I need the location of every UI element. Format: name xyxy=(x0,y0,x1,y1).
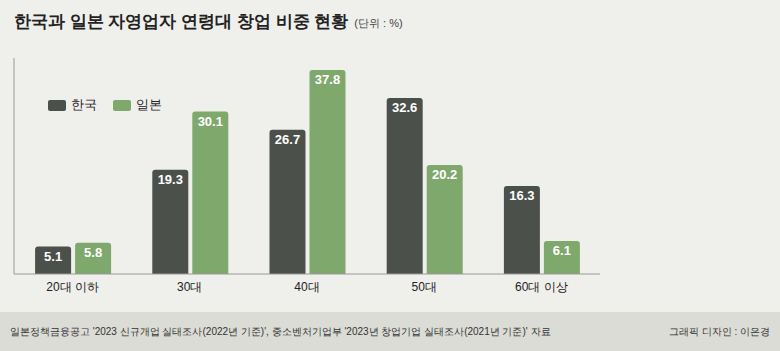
svg-text:19.3: 19.3 xyxy=(158,172,183,187)
svg-text:20.2: 20.2 xyxy=(432,167,457,182)
svg-text:6.1: 6.1 xyxy=(553,243,571,258)
html-text:한국과 일본 자영업자 연령대 창업 비중 현황 (단위 :: 한국과 일본 자영업자 연령대 창업 비중 현황 (단위 : %) xyxy=(14,12,403,31)
svg-text:5.1: 5.1 xyxy=(44,249,62,264)
html-text:일본: 일본 xyxy=(136,97,162,112)
svg-text:30대: 30대 xyxy=(177,280,202,294)
svg-text:26.7: 26.7 xyxy=(275,132,300,147)
svg-text:60대 이상: 60대 이상 xyxy=(515,280,568,294)
svg-text:50대: 50대 xyxy=(412,280,437,294)
svg-text:37.8: 37.8 xyxy=(315,72,340,87)
html-text:그래픽 디자인 : 이은경: 그래픽 디자인 : 이은경 xyxy=(668,325,770,337)
svg-text:30.1: 30.1 xyxy=(198,114,223,129)
html-text:한국: 한국 xyxy=(71,97,97,112)
svg-text:5.8: 5.8 xyxy=(84,245,102,260)
svg-text:20대 이하: 20대 이하 xyxy=(46,280,99,294)
svg-text:32.6: 32.6 xyxy=(392,100,417,115)
html-text:일본정책금융공고 '2023 신규개업 실태조사(2022년: 일본정책금융공고 '2023 신규개업 실태조사(2022년 기준)', 중소벤… xyxy=(10,325,551,337)
svg-text:16.3: 16.3 xyxy=(509,188,534,203)
svg-text:40대: 40대 xyxy=(294,280,319,294)
